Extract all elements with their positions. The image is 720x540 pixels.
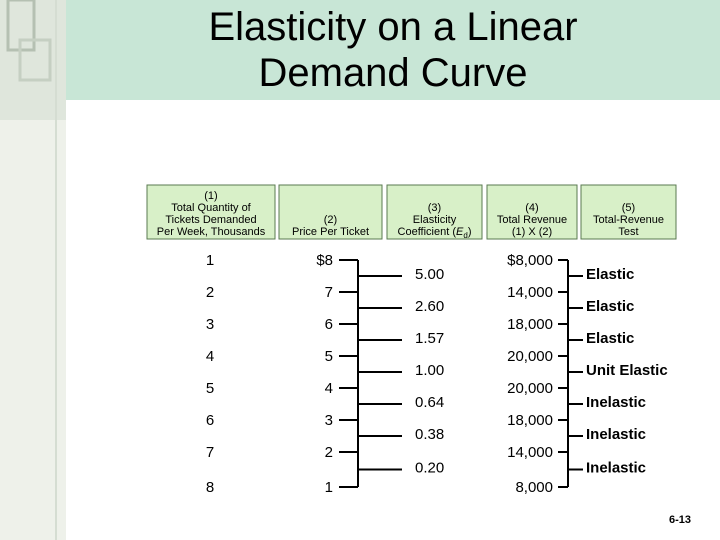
- formula-text: ): [468, 226, 472, 238]
- revenue: 8,000: [515, 479, 553, 496]
- page-number: 6-13: [669, 514, 691, 526]
- price: 7: [325, 284, 333, 301]
- title-band: [66, 0, 720, 100]
- header-text: (5): [622, 202, 635, 214]
- header-text: (4): [525, 202, 538, 214]
- revenue: 18,000: [507, 316, 553, 333]
- test-result: Elastic: [586, 298, 634, 315]
- header-text: Total Revenue: [497, 214, 567, 226]
- header-text: (3): [428, 202, 441, 214]
- header-text: Test: [618, 226, 638, 238]
- revenue: $8,000: [507, 252, 553, 269]
- price: 3: [325, 412, 333, 429]
- coefficient: 0.38: [415, 426, 444, 443]
- coefficient: 0.20: [415, 460, 444, 477]
- header-text: Price Per Ticket: [292, 226, 369, 238]
- revenue: 14,000: [507, 284, 553, 301]
- header-text: Total-Revenue: [593, 214, 664, 226]
- header-cell: [146, 184, 276, 240]
- title-line: Elasticity on a Linear: [208, 5, 577, 49]
- header-text: Per Week, Thousands: [157, 226, 266, 238]
- quantity: 2: [206, 284, 214, 301]
- test-result: Inelastic: [586, 426, 646, 443]
- header-text: Total Quantity of: [171, 202, 251, 214]
- price: 1: [325, 479, 333, 496]
- quantity: 5: [206, 380, 214, 397]
- header-text: Tickets Demanded: [165, 214, 256, 226]
- header-text: Elasticity: [413, 214, 457, 226]
- header-text: (2): [324, 214, 337, 226]
- header-cell: [580, 184, 677, 240]
- price: 6: [325, 316, 333, 333]
- formula-symbol: E: [456, 226, 464, 238]
- revenue: 20,000: [507, 348, 553, 365]
- test-result: Elastic: [586, 266, 634, 283]
- coefficient: 0.64: [415, 394, 444, 411]
- price: 4: [325, 380, 333, 397]
- formula-text: Coefficient (: [398, 226, 457, 238]
- quantity: 8: [206, 479, 214, 496]
- coefficient: 1.57: [415, 330, 444, 347]
- coefficient: 2.60: [415, 298, 444, 315]
- quantity: 7: [206, 444, 214, 461]
- formula-subscript: d: [463, 231, 467, 240]
- header-cell: [278, 184, 383, 240]
- test-result: Inelastic: [586, 394, 646, 411]
- header-text: (1) X (2): [512, 226, 552, 238]
- price: 2: [325, 444, 333, 461]
- price: $8: [316, 252, 333, 269]
- coefficient: 1.00: [415, 362, 444, 379]
- quantity: 3: [206, 316, 214, 333]
- test-result: Elastic: [586, 330, 634, 347]
- test-result: Unit Elastic: [586, 362, 668, 379]
- title-line: Demand Curve: [258, 51, 527, 95]
- header-formula: Coefficient (Ed): [398, 226, 472, 240]
- decor-square: [18, 38, 52, 82]
- price: 5: [325, 348, 333, 365]
- revenue: 18,000: [507, 412, 553, 429]
- quantity: 6: [206, 412, 214, 429]
- header-text: (1): [204, 190, 217, 202]
- revenue: 14,000: [507, 444, 553, 461]
- header-cell: [386, 184, 483, 240]
- quantity: 4: [206, 348, 214, 365]
- header-cell: [486, 184, 578, 240]
- revenue: 20,000: [507, 380, 553, 397]
- coefficient: 5.00: [415, 266, 444, 283]
- quantity: 1: [206, 252, 214, 269]
- test-result: Inelastic: [586, 460, 646, 477]
